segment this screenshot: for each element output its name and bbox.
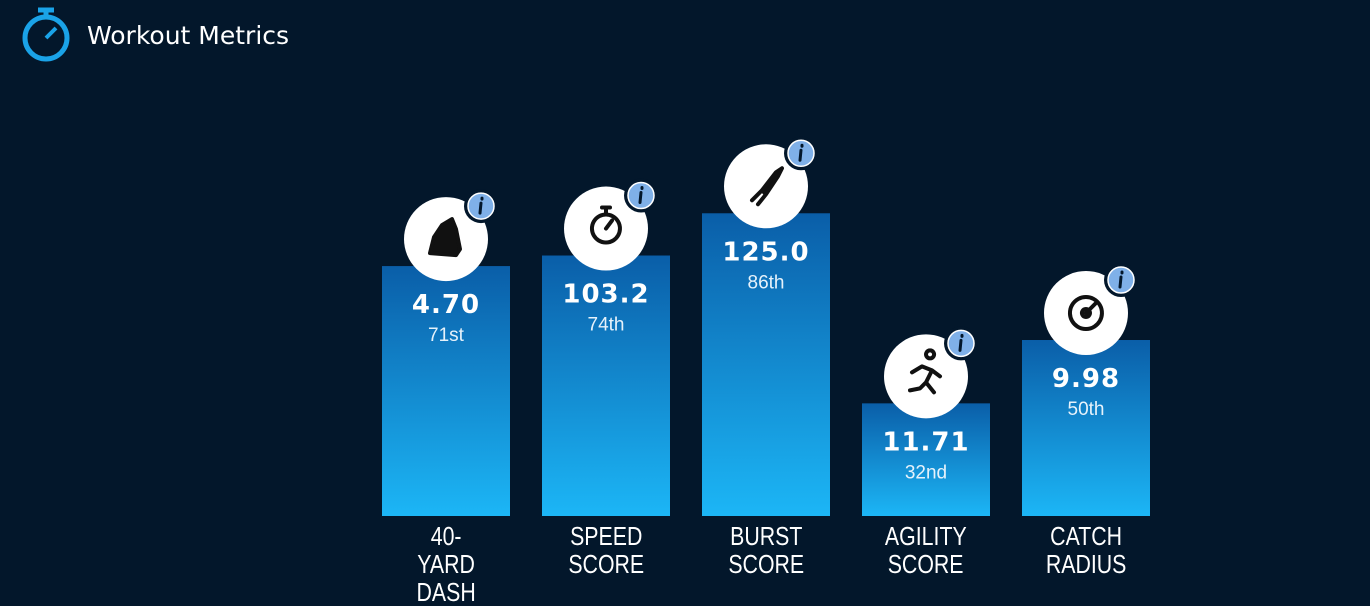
- icon-glyph: [1067, 295, 1104, 331]
- bar: [1022, 340, 1150, 516]
- info-glyph: [638, 186, 644, 205]
- info-button[interactable]: [944, 326, 978, 361]
- header-icon: [22, 7, 70, 62]
- score-label: 4.70: [412, 290, 480, 320]
- info-glyph: [1118, 270, 1124, 289]
- info-button[interactable]: [624, 178, 658, 213]
- metric-icon: [884, 326, 978, 419]
- score-label: 103.2: [562, 280, 649, 310]
- percentile-label: 71st: [428, 325, 465, 346]
- info-glyph: [478, 196, 484, 215]
- metric-icon: [1044, 263, 1138, 355]
- category-text: SPEED SCORE: [568, 521, 644, 579]
- bar: [382, 266, 510, 516]
- score-label: 9.98: [1052, 364, 1120, 394]
- category-text: AGILITY SCORE: [885, 521, 968, 579]
- category-label: AGILITY SCORE: [862, 522, 990, 578]
- icon-circle: [884, 334, 968, 419]
- metric-icon: [404, 189, 498, 282]
- chart-title: Workout Metrics: [87, 21, 289, 50]
- metric-icon: [564, 178, 658, 271]
- category-label: CATCH RADIUS: [1022, 522, 1150, 578]
- score-label: 11.71: [882, 427, 969, 457]
- info-glyph: [958, 333, 964, 352]
- category-text: BURST SCORE: [728, 521, 804, 579]
- info-glyph: [798, 143, 804, 162]
- icon-glyph: [589, 205, 622, 245]
- bar: [702, 213, 830, 516]
- metric-icon: [724, 136, 818, 229]
- score-label: 125.0: [722, 237, 809, 267]
- category-text: 40-YARD DASH: [416, 521, 476, 606]
- icon-glyph: [750, 166, 784, 207]
- category-label: SPEED SCORE: [542, 522, 670, 578]
- category-label: 40-YARD DASH: [382, 522, 510, 606]
- category-text: CATCH RADIUS: [1045, 521, 1127, 579]
- info-button[interactable]: [1104, 263, 1138, 297]
- icon-glyph: [908, 348, 942, 395]
- category-label: BURST SCORE: [702, 522, 830, 578]
- info-button[interactable]: [784, 136, 818, 171]
- percentile-label: 32nd: [905, 462, 947, 483]
- info-button[interactable]: [464, 189, 498, 224]
- percentile-label: 74th: [588, 315, 625, 336]
- percentile-label: 50th: [1068, 399, 1105, 420]
- percentile-label: 86th: [748, 272, 785, 293]
- bar: [862, 403, 990, 516]
- bar: [542, 255, 670, 516]
- icon-glyph: [428, 217, 462, 258]
